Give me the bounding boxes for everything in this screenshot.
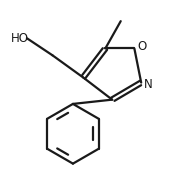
Text: O: O bbox=[137, 40, 146, 53]
Text: N: N bbox=[144, 78, 152, 91]
Text: HO: HO bbox=[11, 32, 29, 45]
